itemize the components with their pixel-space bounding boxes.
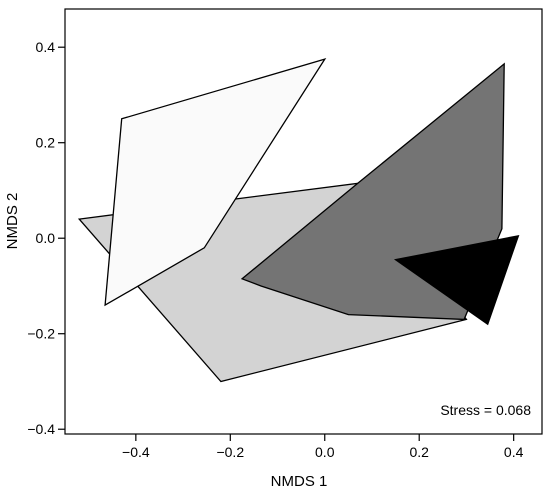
y-axis-title: NMDS 2: [4, 193, 21, 250]
y-tick-label: 0.4: [36, 39, 56, 55]
y-tick-label: −0.2: [27, 326, 55, 342]
x-tick-label: 0.4: [504, 444, 524, 460]
stress-annotation: Stress = 0.068: [440, 402, 531, 418]
x-tick-label: −0.2: [216, 444, 244, 460]
hull-polygon-4: [393, 234, 520, 326]
x-tick-label: 0.2: [409, 444, 429, 460]
y-tick-label: 0.0: [36, 230, 56, 246]
x-axis-title: NMDS 1: [271, 473, 328, 490]
hull-polygons: [77, 57, 520, 383]
x-tick-label: −0.4: [122, 444, 150, 460]
x-axis: −0.4 −0.2 0.0 0.2 0.4: [122, 434, 524, 460]
plot-frame: [64, 8, 543, 435]
y-tick-label: −0.4: [27, 421, 55, 437]
y-tick-label: 0.2: [36, 135, 56, 151]
y-axis: −0.4 −0.2 0.0 0.2 0.4: [27, 39, 65, 437]
x-tick-label: 0.0: [315, 444, 335, 460]
hull-polygon-2: [104, 57, 327, 307]
